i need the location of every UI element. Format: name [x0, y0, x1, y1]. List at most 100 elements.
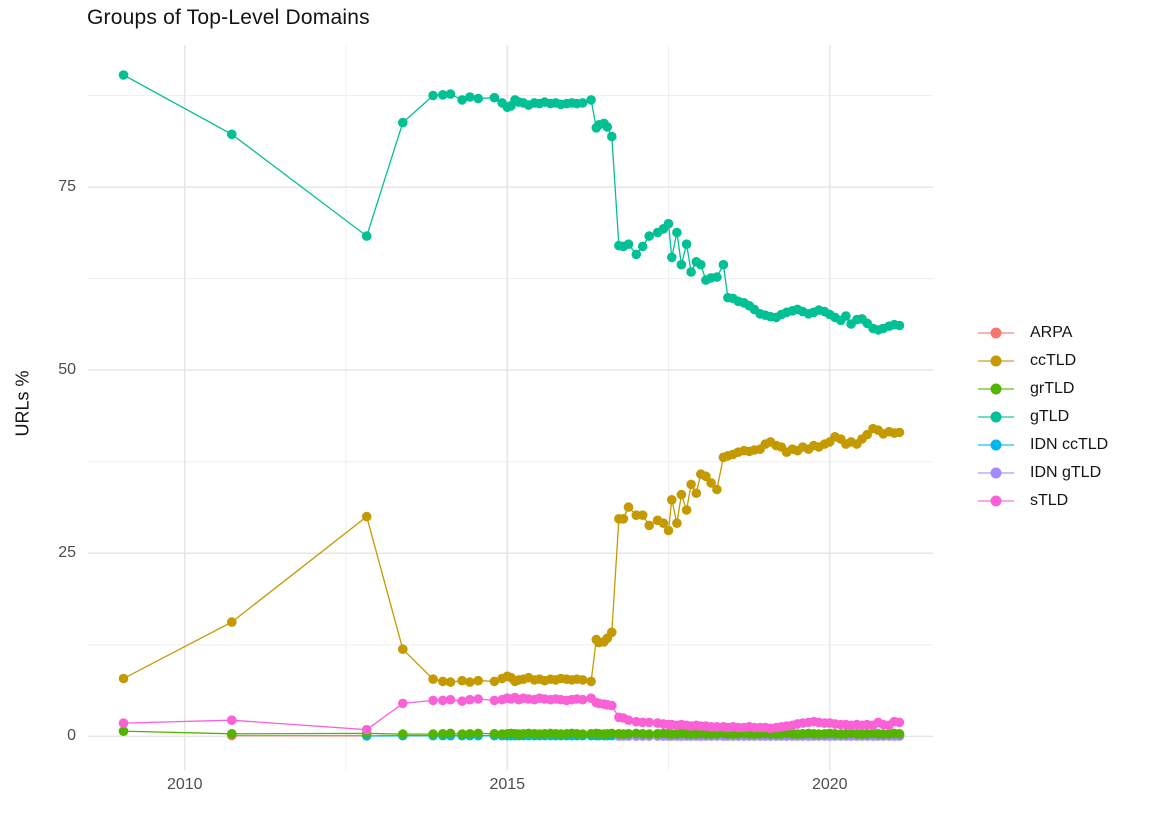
legend-key-icon — [978, 383, 1014, 395]
data-point-stld — [438, 695, 448, 706]
data-point-gtld — [457, 95, 467, 105]
data-point-cctld — [672, 518, 682, 528]
data-point-cctld — [618, 514, 629, 524]
data-point-cctld — [637, 510, 648, 520]
legend-item-cctld: ccTLD — [977, 347, 1108, 375]
y-tick-label: 50 — [58, 361, 76, 379]
data-point-cctld — [586, 676, 596, 687]
y-tick-label: 75 — [58, 178, 76, 196]
data-point-cctld — [894, 427, 905, 438]
series-line-cctld — [123, 427, 900, 683]
data-point-stld — [623, 715, 634, 725]
data-point-stld — [445, 694, 456, 705]
data-point-cctld — [676, 489, 687, 500]
legend-key-icon — [978, 495, 1014, 507]
data-point-grtld — [473, 728, 484, 739]
data-point-grtld — [577, 729, 588, 739]
data-point-gtld — [686, 267, 696, 277]
data-point-gtld — [398, 117, 408, 128]
data-point-cctld — [658, 518, 669, 528]
data-point-gtld — [676, 259, 687, 270]
data-point-stld — [361, 724, 372, 735]
data-point-gtld — [637, 241, 648, 252]
data-point-cctld — [681, 505, 692, 515]
data-point-grtld — [457, 729, 467, 739]
data-point-gtld — [841, 311, 851, 321]
data-point-gtld — [718, 259, 729, 270]
data-point-gtld — [473, 93, 484, 104]
legend-item-arpa: ARPA — [977, 319, 1108, 347]
data-point-grtld — [607, 728, 617, 739]
data-point-cctld — [398, 644, 408, 654]
data-point-cctld — [438, 676, 448, 687]
data-point-cctld — [227, 617, 237, 627]
legend-label: gTLD — [1030, 408, 1070, 425]
x-tick-label: 2015 — [489, 776, 526, 793]
legend-key-icon — [978, 467, 1014, 479]
legend-key-icon — [978, 327, 1014, 339]
data-point-gtld — [894, 320, 905, 331]
data-point-stld — [577, 694, 588, 705]
y-tick-label: 25 — [58, 544, 76, 562]
data-point-stld — [428, 695, 438, 706]
data-point-cctld — [706, 478, 716, 488]
data-point-grtld — [438, 729, 448, 739]
legend-item-stld: sTLD — [977, 487, 1108, 515]
data-point-gtld — [445, 89, 456, 99]
data-point-grtld — [445, 728, 456, 739]
data-point-gtld — [631, 249, 642, 260]
data-point-cctld — [663, 525, 674, 536]
data-point-stld — [457, 696, 467, 706]
data-point-cctld — [862, 429, 872, 440]
x-tick-label: 2010 — [166, 776, 203, 793]
data-point-cctld — [457, 675, 467, 686]
data-point-stld — [118, 718, 129, 728]
data-point-stld — [465, 694, 475, 705]
data-point-grtld — [428, 729, 438, 739]
data-point-grtld — [623, 729, 634, 739]
data-point-stld — [227, 715, 237, 725]
data-point-gtld — [667, 252, 677, 263]
data-point-grtld — [489, 729, 500, 739]
legend-key-icon — [978, 411, 1014, 423]
data-point-stld — [644, 717, 654, 728]
legend-key-icon — [978, 439, 1014, 451]
data-point-stld — [489, 695, 500, 706]
data-point-gtld — [118, 70, 129, 80]
data-point-cctld — [361, 511, 372, 522]
data-point-gtld — [681, 239, 692, 249]
data-point-cctld — [489, 676, 500, 687]
legend-label: grTLD — [1030, 380, 1075, 397]
data-point-gtld — [577, 98, 588, 108]
data-point-grtld — [118, 726, 129, 736]
data-point-cctld — [712, 484, 722, 495]
data-point-gtld — [428, 90, 438, 101]
data-point-gtld — [623, 239, 634, 249]
data-point-cctld — [465, 677, 475, 687]
data-point-cctld — [623, 502, 634, 512]
legend-label: IDN gTLD — [1030, 464, 1102, 481]
y-axis-title: URLs % — [12, 370, 33, 437]
data-point-cctld — [473, 675, 484, 686]
legend-key-icon — [978, 355, 1014, 367]
data-point-gtld — [602, 122, 613, 132]
data-point-cctld — [577, 675, 588, 685]
data-point-cctld — [644, 520, 654, 531]
legend-item-grtld: grTLD — [977, 375, 1108, 403]
data-point-gtld — [438, 90, 448, 100]
legend-label: IDN ccTLD — [1030, 436, 1109, 453]
data-point-grtld — [465, 729, 475, 739]
legend: ARPA ccTLD grTLD gTLD IDN ccTLD IDN gTLD sTLD — [977, 319, 1108, 515]
chart-title: Groups of Top-Level Domains — [87, 6, 370, 29]
data-point-grtld — [644, 729, 654, 739]
data-point-gtld — [465, 92, 475, 102]
data-point-stld — [398, 698, 408, 709]
legend-label: ccTLD — [1030, 352, 1077, 369]
data-point-grtld — [227, 729, 237, 739]
data-point-cctld — [686, 479, 696, 490]
data-point-grtld — [398, 729, 408, 739]
data-point-cctld — [691, 488, 702, 499]
data-point-cctld — [607, 627, 617, 638]
